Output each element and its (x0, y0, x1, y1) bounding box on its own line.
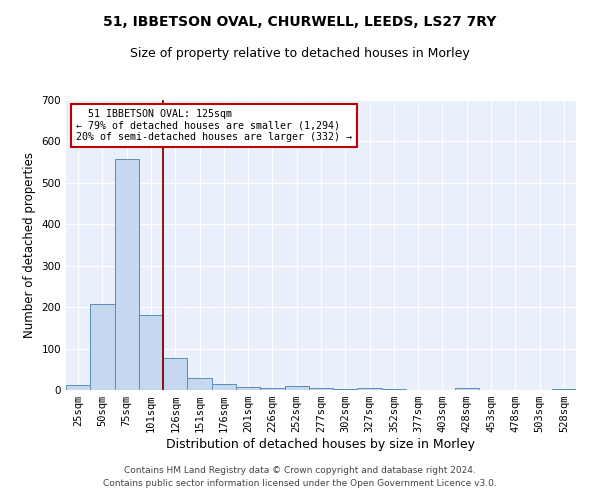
Bar (90, 304, 115, 390)
X-axis label: Distribution of detached houses by size in Morley: Distribution of detached houses by size … (167, 438, 476, 451)
Bar (260, 388, 284, 390)
Bar (212, 384, 236, 390)
Bar (382, 389, 406, 390)
Bar (455, 388, 479, 390)
Bar (139, 316, 163, 390)
Bar (284, 386, 309, 390)
Text: 51 IBBETSON OVAL: 125sqm
← 79% of detached houses are smaller (1,294)
20% of sem: 51 IBBETSON OVAL: 125sqm ← 79% of detach… (76, 108, 352, 142)
Bar (358, 388, 382, 390)
Bar (187, 378, 212, 390)
Bar (309, 388, 333, 390)
Bar (115, 159, 139, 390)
Text: 51, IBBETSON OVAL, CHURWELL, LEEDS, LS27 7RY: 51, IBBETSON OVAL, CHURWELL, LEEDS, LS27… (103, 15, 497, 29)
Bar (66, 385, 90, 390)
Text: Size of property relative to detached houses in Morley: Size of property relative to detached ho… (130, 48, 470, 60)
Bar (163, 358, 187, 390)
Bar (333, 389, 358, 390)
Text: Contains HM Land Registry data © Crown copyright and database right 2024.
Contai: Contains HM Land Registry data © Crown c… (103, 466, 497, 487)
Bar (236, 387, 260, 390)
Bar (552, 389, 576, 390)
Y-axis label: Number of detached properties: Number of detached properties (23, 152, 36, 338)
